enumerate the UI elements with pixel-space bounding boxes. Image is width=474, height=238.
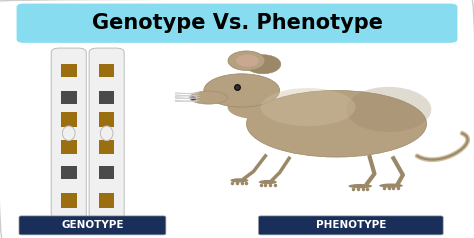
FancyBboxPatch shape (61, 112, 76, 127)
Ellipse shape (246, 55, 281, 74)
FancyBboxPatch shape (17, 4, 457, 43)
Text: PHENOTYPE: PHENOTYPE (316, 220, 386, 230)
FancyBboxPatch shape (99, 140, 115, 154)
FancyBboxPatch shape (19, 216, 166, 235)
Ellipse shape (230, 178, 248, 183)
FancyBboxPatch shape (61, 193, 76, 208)
FancyBboxPatch shape (99, 166, 115, 178)
Ellipse shape (261, 88, 356, 126)
FancyBboxPatch shape (61, 166, 76, 178)
FancyBboxPatch shape (99, 193, 115, 208)
FancyBboxPatch shape (99, 64, 115, 77)
Ellipse shape (190, 91, 228, 104)
Ellipse shape (228, 95, 284, 119)
Ellipse shape (259, 180, 277, 184)
FancyBboxPatch shape (61, 140, 76, 154)
Ellipse shape (236, 55, 259, 67)
Text: GENOTYPE: GENOTYPE (61, 220, 124, 230)
FancyBboxPatch shape (99, 112, 115, 127)
FancyBboxPatch shape (258, 216, 443, 235)
Text: Genotype Vs. Phenotype: Genotype Vs. Phenotype (91, 13, 383, 33)
Ellipse shape (228, 51, 265, 70)
Ellipse shape (379, 183, 403, 188)
Ellipse shape (348, 184, 372, 188)
FancyBboxPatch shape (61, 91, 76, 104)
FancyBboxPatch shape (99, 91, 115, 104)
FancyBboxPatch shape (89, 48, 124, 218)
Ellipse shape (346, 87, 431, 132)
FancyBboxPatch shape (51, 48, 86, 218)
FancyBboxPatch shape (61, 64, 76, 77)
Ellipse shape (204, 74, 280, 107)
Ellipse shape (63, 126, 75, 141)
Ellipse shape (100, 126, 113, 141)
Ellipse shape (246, 90, 427, 157)
